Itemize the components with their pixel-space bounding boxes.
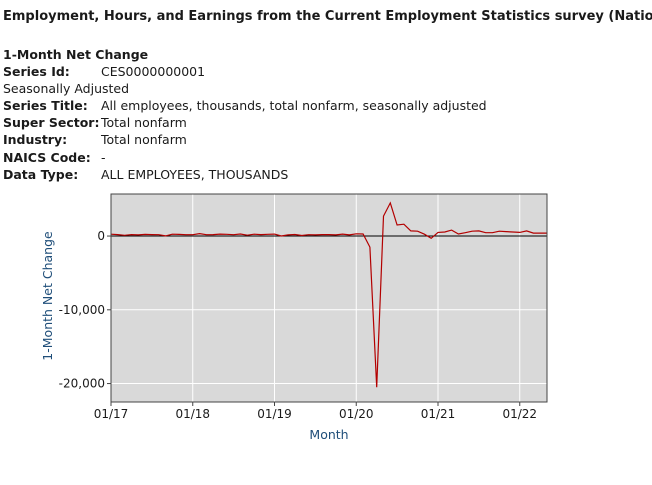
page-title: Employment, Hours, and Earnings from the… xyxy=(3,9,652,24)
series-id-label: Series Id: xyxy=(3,64,70,79)
x-tick-label: 01/20 xyxy=(339,407,374,421)
data-type-value: ALL EMPLOYEES, THOUSANDS xyxy=(101,167,289,182)
y-tick-label: 0 xyxy=(97,229,105,243)
series-title-row: Series Title: All employees, thousands, t… xyxy=(3,98,487,113)
plot-background xyxy=(111,194,547,402)
adjustment-text: Seasonally Adjusted xyxy=(3,81,130,96)
series-title-label: Series Title: xyxy=(3,98,88,113)
series-title-value: All employees, thousands, total nonfarm,… xyxy=(101,98,487,113)
y-tick-label: -10,000 xyxy=(59,303,105,317)
x-tick-label: 01/22 xyxy=(502,407,537,421)
series-line xyxy=(110,201,547,388)
super-sector-value: Total nonfarm xyxy=(101,115,187,130)
data-type-row: Data Type: ALL EMPLOYEES, THOUSANDS xyxy=(3,167,288,182)
y-tick-label: -20,000 xyxy=(59,377,105,391)
naics-label: NAICS Code: xyxy=(3,150,91,165)
x-tick-label: 01/21 xyxy=(421,407,456,421)
plot-frame xyxy=(110,193,548,403)
y-axis-label: 1-Month Net Change xyxy=(40,231,55,361)
y-axis: 0 -10,000 -20,000 xyxy=(59,229,111,391)
industry-label: Industry: xyxy=(3,132,68,147)
x-axis: 01/17 01/18 01/19 01/20 01/21 01/22 xyxy=(94,402,537,421)
data-type-label: Data Type: xyxy=(3,167,79,182)
section-title: 1-Month Net Change xyxy=(3,47,149,62)
industry-value: Total nonfarm xyxy=(101,132,187,147)
x-axis-label: Month xyxy=(309,427,348,442)
x-tick-label: 01/18 xyxy=(175,407,210,421)
naics-value: - xyxy=(101,150,106,165)
series-id-row: Series Id: CES0000000001 xyxy=(3,64,205,79)
naics-row: NAICS Code: - xyxy=(3,150,106,165)
industry-row: Industry: Total nonfarm xyxy=(3,132,187,147)
x-tick-label: 01/17 xyxy=(94,407,129,421)
series-id-value: CES0000000001 xyxy=(101,64,206,79)
super-sector-row: Super Sector: Total nonfarm xyxy=(3,115,187,130)
super-sector-label: Super Sector: xyxy=(3,115,100,130)
x-tick-label: 01/19 xyxy=(257,407,292,421)
